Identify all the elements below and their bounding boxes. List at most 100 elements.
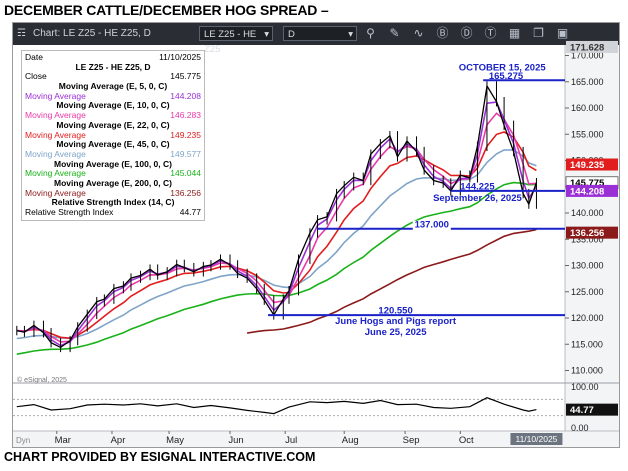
price-tag [566, 184, 618, 197]
chevron-down-icon[interactable]: ▾ [264, 29, 269, 40]
level-note: OCTOBER 15, 2025 [459, 62, 547, 73]
legend-ma-label: Moving Average [25, 148, 86, 159]
ma-line [16, 149, 537, 340]
y-tick-label: 130.000 [571, 261, 604, 271]
y-tick-label: 140.000 [571, 208, 604, 218]
legend-date-label: Date [25, 52, 43, 62]
legend-study-name: Moving Average (E, 22, 0, C) [56, 119, 170, 130]
level-label: 165.275 [489, 71, 524, 82]
interval-value: D [288, 29, 295, 40]
legend-ma-value: 136.256 [170, 187, 201, 198]
y-tick-label: 135.000 [571, 234, 604, 244]
legend-ma-label: Moving Average [25, 129, 86, 140]
legend-date-value: 11/10/2025 [159, 52, 201, 62]
legend-ma-label: Moving Average [25, 168, 86, 179]
d-icon[interactable]: Ⓓ [460, 26, 473, 40]
search-icon[interactable]: ⚲ [366, 26, 375, 40]
date-cursor-tag [510, 433, 563, 445]
y-tick-label: 160.000 [571, 103, 604, 113]
rsi-y-tick-label: 0.00 [571, 423, 589, 433]
chart-menu-icon[interactable]: ☶ [17, 28, 26, 39]
level-note: June 25, 2025 [365, 327, 428, 338]
legend-study-name: Moving Average (E, 5, 0, C) [58, 81, 168, 92]
x-tick-label: Aug [342, 435, 359, 446]
chart-title-label: Chart: LE Z25 - HE Z25, D [33, 28, 151, 39]
legend-ma-value: 149.577 [170, 148, 201, 159]
legend-ma-value: 144.208 [170, 90, 201, 101]
price-tag-label: 145.775 [570, 178, 605, 189]
time-axis-background [13, 431, 619, 447]
x-tick-label: Mar [55, 435, 71, 446]
chart-toolbar: ☶ Chart: LE Z25 - HE Z25, D LE Z25 - HE … [13, 23, 619, 55]
legend-close-value: 145.775 [170, 71, 201, 82]
rsi-line [16, 397, 537, 415]
t-icon[interactable]: Ⓣ [484, 26, 497, 40]
ma-line [16, 131, 537, 340]
x-tick-label: Jul [285, 435, 297, 446]
legend-ma-value: 146.283 [170, 110, 201, 121]
esignal-watermark: © eSignal, 2025 [17, 377, 67, 384]
price-line [16, 84, 538, 349]
price-tag [566, 226, 618, 239]
legend-ma-label: Moving Average [25, 187, 86, 198]
y-tick-label: 165.000 [571, 77, 604, 87]
data-window-legend: Date 11/10/2025 LE Z25 - HE Z25, D Close… [21, 50, 205, 221]
price-tag-label: 171.628 [570, 42, 604, 53]
ma-line [16, 181, 537, 355]
y-tick-label: 115.000 [571, 339, 603, 349]
level-note: September 26, 2025 [433, 193, 522, 204]
page-title: DECEMBER CATTLE/DECEMBER HOG SPREAD – [4, 2, 329, 18]
chart-canvas: 110.000 115.000 120.000 125.000 130.000 135.0… [13, 40, 619, 447]
level-label: 144.225 [460, 181, 495, 192]
price-tag [566, 158, 618, 171]
legend-rsi-label: Relative Strength Index [25, 207, 114, 217]
legend-close-label: Close [25, 71, 47, 82]
legend-study-name: Moving Average (E, 100, 0, C) [54, 158, 172, 169]
wave-icon[interactable]: ∿ [413, 26, 424, 40]
lock-icon[interactable]: ▣ [556, 26, 569, 40]
legend-rsi-study: Relative Strength Index (14, C) [51, 197, 175, 208]
y-tick-label: 170.000 [571, 51, 604, 61]
legend-ma-value: 145.044 [170, 168, 201, 179]
legend-study-name: Moving Average (E, 10, 0, C) [56, 100, 170, 111]
interval-select[interactable]: D ▾ [283, 26, 357, 41]
x-tick-label: Oct [459, 435, 474, 446]
rsi-tag [566, 403, 618, 416]
dynamic-label: Dyn [16, 436, 30, 445]
copy-icon[interactable]: ❐ [533, 26, 544, 40]
y-tick-label: 110.000 [571, 366, 603, 376]
level-note: June Hogs and Pigs report [335, 316, 457, 327]
level-label: 120.550 [378, 306, 412, 317]
price-tag-label: 136.256 [570, 228, 604, 239]
symbol-value: LE Z25 - HE Z25 [204, 29, 257, 55]
y-tick-label: 155.000 [571, 129, 604, 139]
pencil-icon[interactable]: ✎ [389, 26, 400, 40]
price-tag-label: 144.208 [570, 186, 604, 197]
page-footer: CHART PROVIDED BY ESIGNAL INTERACTIVE.CO… [4, 450, 316, 464]
legend-ma-label: Moving Average [25, 110, 86, 121]
legend-ma-label: Moving Average [25, 90, 86, 101]
x-tick-label: Sep [403, 435, 420, 446]
ma-line [246, 228, 537, 334]
symbol-input[interactable]: LE Z25 - HE Z25 ▾ [199, 26, 273, 55]
y-tick-label: 125.000 [571, 287, 604, 297]
price-tag-label: 149.235 [570, 160, 605, 171]
b-icon[interactable]: Ⓑ [436, 26, 449, 40]
x-tick-label: Jun [228, 435, 243, 446]
legend-symbol: LE Z25 - HE Z25, D [75, 61, 151, 72]
chart-window: ☶ Chart: LE Z25 - HE Z25, D LE Z25 - HE … [12, 22, 620, 448]
level-label: 137.000 [415, 219, 449, 230]
legend-study-name: Moving Average (E, 200, 0, C) [54, 177, 172, 188]
legend-study-name: Moving Average (E, 45, 0, C) [56, 139, 170, 150]
ma-line [16, 112, 537, 343]
chevron-down-icon[interactable]: ▾ [348, 29, 353, 40]
rsi-y-tick-label: 100.00 [571, 382, 599, 392]
price-tag [566, 40, 618, 53]
x-tick-label: May [166, 435, 184, 446]
level-label-background [412, 220, 451, 231]
date-cursor-label: 11/10/2025 [515, 434, 557, 444]
layout-icon[interactable]: ▦ [508, 26, 521, 40]
legend-ma-value: 149.235 [170, 129, 201, 140]
legend-rsi-value: 44.77 [179, 207, 201, 217]
x-tick-label: Apr [111, 435, 126, 446]
